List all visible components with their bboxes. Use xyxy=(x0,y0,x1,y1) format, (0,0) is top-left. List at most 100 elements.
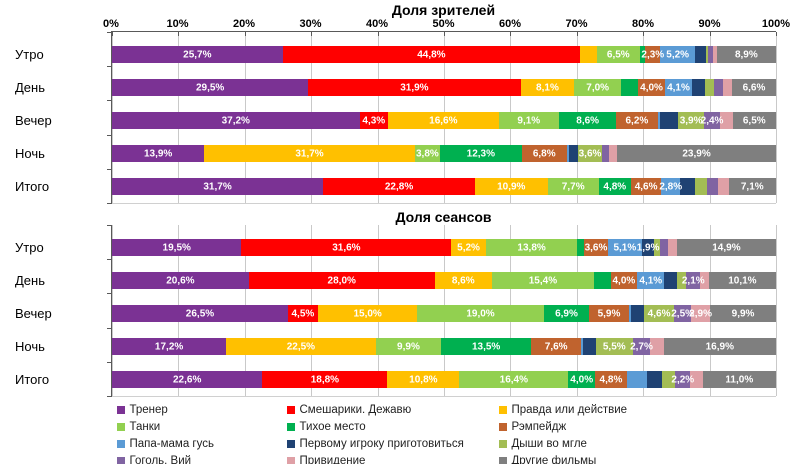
bar-segment: 6,5% xyxy=(596,46,640,63)
data-label: 2,7% xyxy=(630,341,653,352)
bar-row-Вечер: Вечер 37,2% 4,3% 16,6% 9,1% 8,6% 6,2% 3,9% 2,4% 6… xyxy=(15,112,776,129)
axis-tick-label: 10% xyxy=(166,18,189,30)
data-label: 2,9% xyxy=(689,308,712,319)
axis-tick-mark xyxy=(776,32,777,36)
data-label: 37,2% xyxy=(221,115,250,126)
bar-segment: 7,6% xyxy=(530,338,582,355)
bar-segment: 2,7% xyxy=(630,338,653,355)
legend-swatch-icon xyxy=(116,423,125,431)
bar-segment: 31,9% xyxy=(308,79,521,96)
data-label: 6,5% xyxy=(606,49,630,60)
bar-segment xyxy=(628,305,632,322)
bar-segment xyxy=(639,46,646,63)
axis-tick-mark xyxy=(444,32,445,36)
bar-row-Ночь: Ночь 17,2% 22,5% 9,9% 13,5% 7,6% 5,5% 2,7% 16,9% xyxy=(15,338,776,355)
legend-label: Гоголь. Вий xyxy=(129,455,192,464)
bar-segment: 37,2% xyxy=(112,112,360,129)
data-label: 2,1% xyxy=(681,275,705,286)
bar-segment: 4,0% xyxy=(638,79,665,96)
data-label: 22,5% xyxy=(286,341,316,352)
bar-segment xyxy=(594,272,611,289)
legend-label: Танки xyxy=(129,421,161,433)
data-label: 5,2% xyxy=(666,49,690,60)
category-label: Вечер xyxy=(15,113,52,128)
data-label: 22,8% xyxy=(384,181,414,192)
bar-segment: 2,3% xyxy=(641,46,664,63)
data-label: 8,9% xyxy=(734,49,758,60)
bar-segment: 13,9% xyxy=(112,145,205,162)
bar-segment: 9,9% xyxy=(710,305,776,322)
bar-segment xyxy=(692,79,706,96)
legend-item: Первому игроку приготовиться xyxy=(286,436,499,452)
data-label: 26,5% xyxy=(185,308,215,319)
data-label: 15,4% xyxy=(528,275,558,286)
bar-segment: 8,6% xyxy=(434,272,492,289)
legend-swatch-icon xyxy=(498,406,507,414)
bar-segment xyxy=(646,371,663,388)
category-tick-mark xyxy=(107,396,112,397)
bar-row-Итого: Итого 31,7% 22,8% 10,9% 7,7% 4,8% 4,6% 2,8% 7,1% xyxy=(15,178,776,195)
data-label: 10,9% xyxy=(497,181,526,192)
axis-tick-mark xyxy=(709,32,711,36)
data-label: 12,3% xyxy=(466,148,495,159)
axis-tick-label: 0% xyxy=(103,18,119,30)
bar-segment xyxy=(694,46,706,63)
data-label: 2,4% xyxy=(700,115,724,126)
bar-segment: 2,4% xyxy=(701,112,723,129)
data-label: 5,9% xyxy=(597,308,621,319)
bar-segment xyxy=(677,272,687,289)
bar-segment: 22,5% xyxy=(226,338,376,355)
chart-title-sessions: Доля сеансов xyxy=(395,209,492,225)
axis-tick-label: 70% xyxy=(565,18,588,30)
bar-segment: 1,9% xyxy=(637,239,659,256)
plot-area-sessions: Утро 19,5% 31,6% 5,2% 13,8% 3,6% 5,1% 1,9% 14,9%… xyxy=(15,225,777,397)
data-label: 2,5% xyxy=(671,308,695,319)
bar-segment xyxy=(694,178,708,195)
data-label: 3,8% xyxy=(415,148,439,159)
bar-segment: 2,9% xyxy=(689,305,712,322)
category-label: День xyxy=(15,273,45,288)
bar-segment: 13,5% xyxy=(441,338,531,355)
axis-tick-label: 90% xyxy=(698,18,721,30)
data-label: 7,7% xyxy=(561,181,585,192)
legend-label: Папа-мама гусь xyxy=(129,438,214,450)
legend-swatch-icon xyxy=(286,457,295,464)
gridline xyxy=(776,225,777,396)
bar-segment: 4,1% xyxy=(664,79,693,96)
category-label: Ночь xyxy=(15,339,45,354)
bar-segment: 16,9% xyxy=(663,338,776,355)
legend-item: Папа-мама гусь xyxy=(116,436,287,452)
bar-segment: 10,8% xyxy=(387,371,460,388)
axis-tick-label: 100% xyxy=(761,18,791,30)
category-tick-mark xyxy=(107,203,112,204)
bar-segment: 17,2% xyxy=(112,338,227,355)
data-label: 3,9% xyxy=(679,115,703,126)
legend-item: Тихое место xyxy=(286,419,499,435)
bar-segment: 2,8% xyxy=(659,178,682,195)
data-label: 3,6% xyxy=(584,242,608,253)
legend-swatch-icon xyxy=(286,440,295,448)
bar-row-Утро: Утро 19,5% 31,6% 5,2% 13,8% 3,6% 5,1% 1,9% 14,9% xyxy=(15,239,776,256)
bar-segment: 2,5% xyxy=(671,305,695,322)
bar-segment: 6,5% xyxy=(732,112,776,129)
bar-segment xyxy=(583,338,596,355)
data-label: 4,0% xyxy=(612,275,636,286)
legend-item: Смешарики. Дежавю xyxy=(286,402,499,418)
bar-segment: 8,9% xyxy=(716,46,776,63)
data-label: 4,5% xyxy=(291,308,315,319)
bar-segment: 3,6% xyxy=(578,145,602,162)
data-label: 16,9% xyxy=(705,341,734,352)
bar-segment: 3,6% xyxy=(584,239,608,256)
bar-segment xyxy=(626,371,647,388)
value-axis-labels: 0% 10% 20% 30% 40% 50% 60% 70% 80% 90% 100% xyxy=(103,18,790,31)
bar-segment xyxy=(717,178,729,195)
bar-segment: 29,5% xyxy=(112,79,309,96)
bar-segment: 15,0% xyxy=(317,305,418,322)
legend-swatch-icon xyxy=(116,406,125,414)
data-label: 18,8% xyxy=(310,374,340,385)
data-label: 5,1% xyxy=(613,242,637,253)
bar-segment: 2,2% xyxy=(671,371,694,388)
data-label: 19,5% xyxy=(162,242,191,253)
plot-area-viewers: Утро 25,7% 44,8% 6,5% 2,3% 5,2% 8,9% День 29,5% 3… xyxy=(15,31,777,204)
